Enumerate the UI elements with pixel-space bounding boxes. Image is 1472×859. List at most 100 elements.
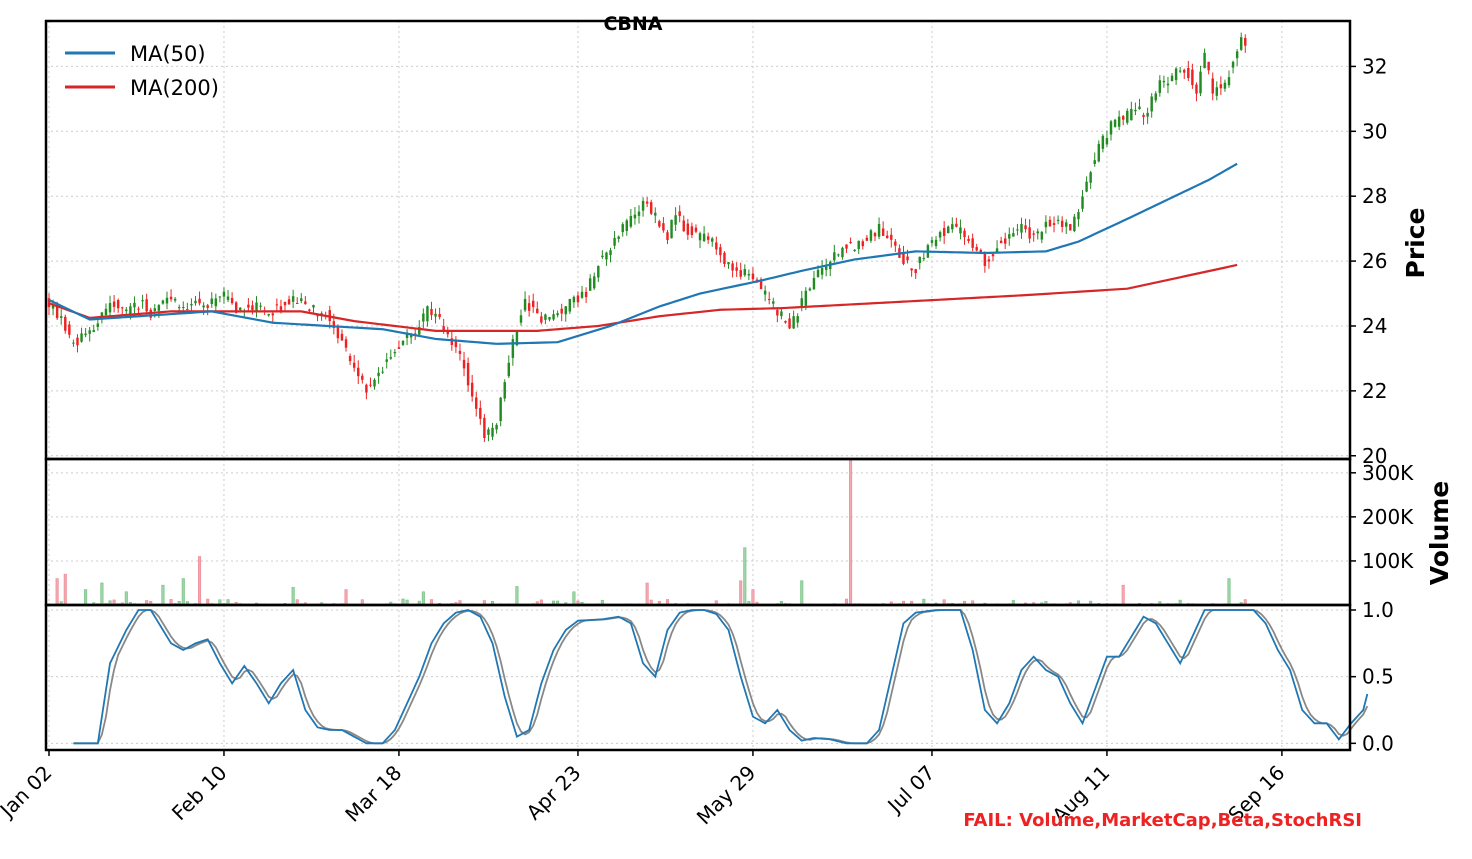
candle-body bbox=[890, 235, 892, 240]
candle-body bbox=[1150, 97, 1152, 112]
candle-body bbox=[683, 220, 685, 231]
candle-body bbox=[695, 228, 697, 232]
volume-bar bbox=[516, 586, 518, 605]
candle-body bbox=[227, 296, 229, 299]
candle-body bbox=[1159, 80, 1161, 93]
volume-bar bbox=[422, 592, 424, 605]
candle-body bbox=[658, 221, 660, 226]
candle-body bbox=[182, 307, 184, 308]
candle-body bbox=[642, 201, 644, 211]
candle-body bbox=[158, 305, 160, 311]
volume-bar bbox=[101, 583, 103, 605]
candle-body bbox=[1041, 232, 1043, 240]
legend-ma200-label: MA(200) bbox=[130, 76, 219, 100]
candle-body bbox=[650, 202, 652, 214]
candle-body bbox=[1098, 144, 1100, 162]
candle-body bbox=[72, 343, 74, 344]
candle-body bbox=[849, 242, 851, 243]
candle-body bbox=[1085, 182, 1087, 192]
candle-body bbox=[296, 303, 298, 304]
candle-body bbox=[630, 216, 632, 227]
candle-body bbox=[341, 334, 343, 341]
candle-body bbox=[80, 333, 82, 341]
candle-body bbox=[211, 299, 213, 305]
candle-body bbox=[174, 299, 176, 301]
candle-body bbox=[1244, 38, 1246, 46]
candle-body bbox=[1171, 76, 1173, 81]
volume-y-tick-label: 300K bbox=[1362, 461, 1414, 485]
candle-body bbox=[1216, 87, 1218, 96]
candle-body bbox=[947, 227, 949, 234]
candle-body bbox=[565, 306, 567, 314]
x-tick-label: Feb 10 bbox=[167, 761, 232, 826]
candle-body bbox=[971, 238, 973, 248]
candle-body bbox=[206, 305, 208, 308]
candle-body bbox=[1134, 110, 1136, 111]
candle-body bbox=[581, 292, 583, 298]
candle-body bbox=[105, 309, 107, 315]
candle-body bbox=[1224, 83, 1226, 89]
candle-body bbox=[186, 309, 188, 310]
candle-body bbox=[715, 242, 717, 249]
candle-body bbox=[678, 211, 680, 216]
volume-panel-frame bbox=[46, 459, 1350, 605]
candle-body bbox=[231, 298, 233, 303]
candle-body bbox=[866, 238, 868, 241]
candle-body bbox=[540, 316, 542, 322]
candle-body bbox=[776, 310, 778, 316]
candle-body bbox=[687, 224, 689, 235]
candle-body bbox=[813, 278, 815, 289]
candle-body bbox=[601, 256, 603, 257]
x-tick-label: Apr 23 bbox=[522, 761, 586, 825]
candle-body bbox=[792, 316, 794, 328]
candle-body bbox=[711, 238, 713, 241]
candle-body bbox=[556, 313, 558, 315]
candle-body bbox=[1130, 109, 1132, 120]
candle-body bbox=[109, 303, 111, 312]
candle-body bbox=[398, 347, 400, 349]
candle-body bbox=[475, 397, 477, 408]
candle-body bbox=[740, 270, 742, 277]
candle-body bbox=[662, 223, 664, 230]
candle-body bbox=[638, 212, 640, 216]
candle-body bbox=[560, 309, 562, 314]
candle-body bbox=[1037, 231, 1039, 233]
candle-body bbox=[646, 202, 648, 204]
candle-body bbox=[1155, 93, 1157, 100]
candle-body bbox=[577, 296, 579, 303]
candle-body bbox=[752, 274, 754, 280]
candle-body bbox=[215, 298, 217, 306]
candle-body bbox=[674, 215, 676, 224]
volume-bars bbox=[48, 460, 1247, 605]
candle-body bbox=[467, 363, 469, 385]
candle-body bbox=[438, 314, 440, 317]
candle-body bbox=[280, 306, 282, 310]
candle-body bbox=[951, 224, 953, 229]
chart-title: CBNA bbox=[603, 13, 662, 35]
candle-body bbox=[634, 215, 636, 219]
candle-body bbox=[666, 232, 668, 240]
candle-body bbox=[1004, 238, 1006, 243]
candle-body bbox=[60, 316, 62, 318]
candle-body bbox=[1008, 234, 1010, 238]
candle-body bbox=[88, 330, 90, 333]
candle-body bbox=[1191, 70, 1193, 86]
candle-body bbox=[874, 233, 876, 236]
candle-body bbox=[691, 226, 693, 235]
candle-body bbox=[1077, 212, 1079, 219]
volume-bar bbox=[744, 548, 746, 605]
price-y-tick-label: 26 bbox=[1362, 249, 1387, 273]
candle-body bbox=[919, 257, 921, 263]
candle-body bbox=[959, 227, 961, 233]
volume-bar bbox=[64, 574, 66, 605]
volume-y-tick-label: 200K bbox=[1362, 505, 1414, 529]
candle-body bbox=[870, 230, 872, 240]
candle-body bbox=[64, 317, 66, 331]
candle-body bbox=[597, 266, 599, 277]
candle-body bbox=[394, 352, 396, 353]
candle-body bbox=[906, 256, 908, 260]
candlesticks bbox=[48, 33, 1247, 442]
candle-body bbox=[719, 247, 721, 255]
candle-body bbox=[593, 276, 595, 288]
